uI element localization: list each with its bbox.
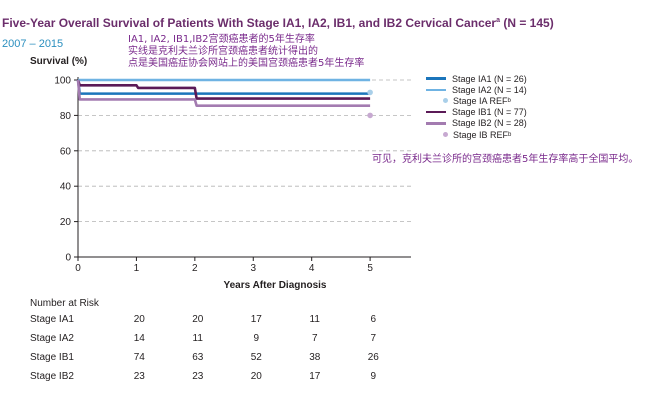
risk-count: 11 [192, 333, 203, 344]
risk-row: Stage IB1 74 63 52 38 26 [30, 348, 403, 367]
title-footnote: a [496, 17, 500, 24]
risk-row-label: Stage IA2 [30, 333, 74, 344]
y-axis-label: Survival (%) [30, 56, 88, 67]
chart-title: Five-Year Overall Survival of Patients W… [2, 16, 554, 30]
period-subtitle: 2007 – 2015 [2, 38, 64, 50]
legend-item: Stage IB2 (N = 28) [426, 118, 527, 129]
legend-label: Stage IA2 (N = 14) [452, 84, 527, 95]
risk-count: 74 [133, 352, 145, 363]
series-line [76, 79, 371, 107]
risk-row: Stage IA1 20 20 17 11 6 [30, 310, 403, 329]
title-text: Five-Year Overall Survival of Patients W… [2, 16, 497, 30]
x-tick-label: 3 [250, 263, 256, 274]
risk-row: Stage IB2 23 23 20 17 9 [30, 367, 403, 386]
risk-count: 7 [370, 333, 377, 344]
series-line [76, 79, 371, 95]
x-tick-label: 0 [75, 263, 81, 274]
legend-item: Stage IA1 (N = 26) [426, 73, 527, 84]
legend-swatch [426, 122, 446, 125]
legend-item: Stage IA2 (N = 14) [426, 84, 527, 95]
risk-count: 6 [370, 314, 377, 325]
risk-count: 9 [253, 333, 260, 344]
x-axis-label: Years After Diagnosis [223, 280, 327, 291]
risk-table-title: Number at Risk [30, 298, 99, 309]
x-tick-label: 1 [134, 263, 140, 274]
risk-row-label: Stage IA1 [30, 314, 74, 325]
y-tick-label: 60 [60, 146, 72, 157]
annotation-line: 实线是克利夫兰诊所宫颈癌患者统计得出的 [128, 46, 318, 57]
risk-count: 20 [192, 314, 204, 325]
risk-count: 26 [367, 352, 379, 363]
risk-row-label: Stage IB2 [30, 371, 74, 382]
risk-count: 7 [311, 333, 318, 344]
legend-label: Stage IB REF [453, 129, 509, 140]
x-tick-label: 5 [367, 263, 373, 274]
risk-count: 63 [192, 352, 204, 363]
y-tick-label: 80 [60, 111, 72, 122]
title-count: (N = 145) [500, 16, 554, 30]
annotation-top: IA1, IA2, IB1,IB2宫颈癌患者的5年生存率 实线是克利夫兰诊所宫颈… [128, 34, 364, 70]
risk-count: 23 [192, 371, 204, 382]
risk-count: 23 [133, 371, 145, 382]
risk-count: 17 [250, 314, 262, 325]
risk-count: 38 [309, 352, 321, 363]
x-tick-label: 2 [192, 263, 198, 274]
annotation-right: 可见，克利夫兰诊所的宫颈癌患者5年生存率高于全国平均。 [372, 154, 639, 165]
reference-point [367, 112, 373, 119]
survival-chart: 0 20 40 60 80 100 0 1 2 3 4 5 [54, 76, 411, 274]
series-line [76, 79, 371, 100]
legend-footnote: b [508, 131, 512, 138]
legend-swatch [426, 77, 446, 80]
number-at-risk-table: Stage IA1 20 20 17 11 6 Stage IA2 14 11 9 7 7 Stage … [30, 310, 403, 386]
risk-count: 9 [370, 371, 377, 382]
legend-label: Stage IA1 (N = 26) [452, 73, 527, 84]
legend-footnote: b [507, 97, 511, 104]
y-tick-label: 0 [65, 253, 71, 264]
y-tick-label: 40 [60, 182, 72, 193]
legend-dot [443, 98, 448, 104]
annotation-line: 点是美国癌症协会网站上的美国宫颈癌患者5年生存率 [128, 58, 365, 69]
y-tick-label: 100 [54, 76, 71, 87]
legend-label: Stage IB1 (N = 77) [452, 107, 527, 118]
risk-count: 20 [133, 314, 145, 325]
legend-item: Stage IA REF b [426, 95, 527, 106]
risk-row-label: Stage IB1 [30, 352, 74, 363]
legend: Stage IA1 (N = 26) Stage IA2 (N = 14) Stag… [426, 73, 527, 140]
legend-dot [443, 132, 448, 138]
x-tick-label: 4 [309, 263, 315, 274]
risk-count: 14 [133, 333, 145, 344]
legend-label: Stage IB2 (N = 28) [452, 118, 527, 129]
legend-swatch [426, 110, 446, 114]
y-tick-label: 20 [60, 217, 72, 228]
legend-item: Stage IB REF b [426, 129, 527, 140]
risk-count: 11 [309, 314, 320, 325]
legend-swatch [426, 88, 446, 92]
risk-count: 20 [250, 371, 262, 382]
legend-item: Stage IB1 (N = 77) [426, 107, 527, 118]
risk-count: 52 [250, 352, 262, 363]
reference-point [367, 89, 373, 96]
annotation-line: IA1, IA2, IB1,IB2宫颈癌患者的5年生存率 [128, 34, 315, 45]
legend-label: Stage IA REF [453, 95, 508, 106]
risk-row: Stage IA2 14 11 9 7 7 [30, 329, 403, 348]
risk-count: 17 [309, 371, 321, 382]
